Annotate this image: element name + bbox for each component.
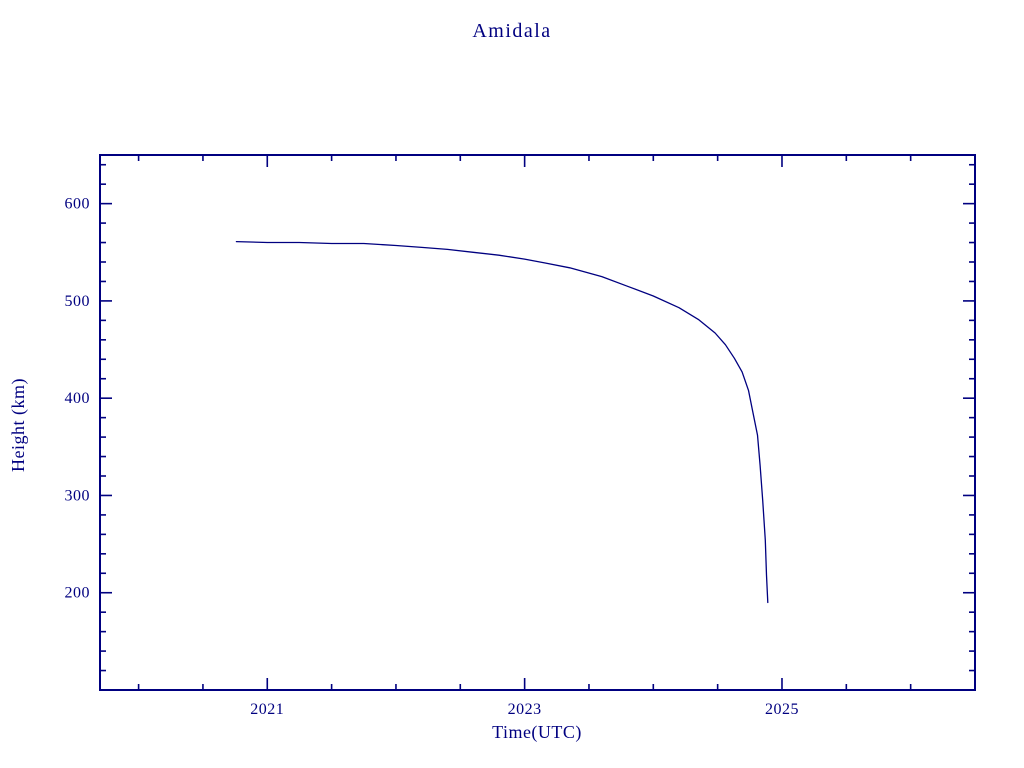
- y-tick-label: 200: [65, 585, 91, 602]
- plot-frame: [99, 154, 976, 691]
- series-orbit-height: [235, 240, 769, 604]
- x-axis-label: Time(UTC): [492, 722, 582, 743]
- y-tick-label: 400: [65, 390, 91, 407]
- y-axis-label: Height (km): [8, 378, 29, 472]
- y-tick-label: 300: [65, 487, 91, 504]
- axis-tick-labels: 2021 2023 2025 200 300 400 500 600: [65, 196, 799, 718]
- chart-title: Amidala: [472, 20, 551, 42]
- x-tick-label: 2023: [508, 701, 542, 718]
- x-tick-label: 2021: [250, 701, 284, 718]
- height-curve: [235, 240, 769, 604]
- x-tick-label: 2025: [765, 701, 799, 718]
- axis-ticks: [100, 155, 976, 690]
- y-tick-label: 500: [65, 293, 91, 310]
- y-tick-label: 600: [65, 196, 91, 213]
